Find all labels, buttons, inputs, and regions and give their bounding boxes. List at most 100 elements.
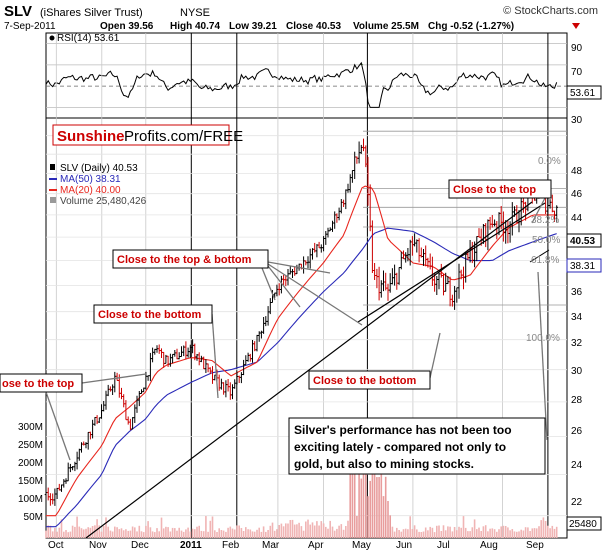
volume-bar xyxy=(207,531,209,538)
volume-bar xyxy=(538,526,540,538)
volume-bar xyxy=(347,520,349,538)
fib-618-label: 61.8% xyxy=(531,255,559,266)
volume-bar xyxy=(276,529,278,538)
volume-bar xyxy=(120,528,123,538)
volume-bar xyxy=(358,455,360,538)
volume-bar xyxy=(458,526,460,538)
volume-bar xyxy=(436,525,438,538)
volume-bar xyxy=(156,528,158,538)
x-label-dec: Dec xyxy=(131,540,149,551)
volume-bar xyxy=(418,531,420,538)
volume-bar xyxy=(427,530,429,538)
fib-382-label: 38.2% xyxy=(531,215,559,226)
annotation-pointer xyxy=(45,391,71,461)
exchange: NYSE xyxy=(180,7,210,19)
volume-bar xyxy=(513,531,516,538)
rsi-last-value: 53.61 xyxy=(570,88,595,99)
volume-bar xyxy=(47,525,49,538)
volume-bar xyxy=(300,526,303,538)
volume-bar xyxy=(293,524,296,538)
volume-bar xyxy=(131,526,134,538)
volume-bar xyxy=(169,531,172,538)
annotation-top-left-text: ose to the top xyxy=(2,378,74,390)
volume-bar xyxy=(151,531,154,538)
volume-bar xyxy=(416,529,418,538)
rsi-tick-90: 90 xyxy=(571,43,583,54)
volume-bar xyxy=(500,526,502,538)
volume-bar xyxy=(529,531,531,538)
volume-bar xyxy=(282,526,285,538)
volume-bar xyxy=(194,529,196,538)
volume-bar xyxy=(524,527,527,538)
volume-bar xyxy=(462,516,465,538)
volume-bar xyxy=(49,525,52,538)
volume-bar xyxy=(451,531,454,538)
volume-bar xyxy=(453,527,456,538)
volume-bar xyxy=(129,530,132,538)
volume-bar xyxy=(209,520,212,538)
volume-bar xyxy=(402,529,405,538)
volume-bar xyxy=(56,531,58,538)
volume-bar xyxy=(289,520,292,538)
volume-bar xyxy=(342,529,345,538)
volume-bar xyxy=(353,447,356,538)
price-tick-44: 44 xyxy=(571,213,583,224)
price-tick-22: 22 xyxy=(571,497,583,508)
price-last-box xyxy=(566,233,602,248)
rsi-last-box xyxy=(566,85,602,100)
volume-bar xyxy=(518,531,520,538)
volume-bar xyxy=(107,526,109,538)
volume-bar xyxy=(269,525,272,538)
volume-bar xyxy=(433,532,436,538)
volume-bar xyxy=(404,528,407,538)
volume-bar xyxy=(231,528,234,538)
volume-bar xyxy=(63,531,65,538)
legend-price: SLV (Daily) 40.53 xyxy=(60,163,138,174)
annotation-bottom-oct: Close to the bottom xyxy=(93,304,213,324)
volume-bar xyxy=(216,532,218,538)
volume-bar xyxy=(91,526,94,538)
volume-bar xyxy=(265,531,267,538)
volume-bar xyxy=(367,496,369,538)
ma20-line xyxy=(46,185,557,517)
annotation-pointer xyxy=(267,263,363,326)
volume-bar xyxy=(74,526,76,538)
volume-bar xyxy=(496,531,498,538)
volume-bar xyxy=(189,531,192,538)
annotation-bottom-jul-text: Close to the bottom xyxy=(313,375,416,387)
volume-bar xyxy=(431,527,434,538)
volume-bar xyxy=(387,501,389,538)
volume-bar xyxy=(296,524,298,538)
volume-bar xyxy=(473,519,476,538)
volume-bar xyxy=(509,530,511,538)
volume-bar xyxy=(229,526,232,538)
volume-bar xyxy=(271,522,274,538)
volume-bar xyxy=(420,532,423,538)
volume-bar xyxy=(298,522,300,538)
volume-bar xyxy=(449,526,451,538)
volume-bar xyxy=(398,530,400,538)
volume-bar xyxy=(507,527,509,538)
volume-bar xyxy=(180,530,183,538)
volume-bar xyxy=(260,531,263,538)
volume-bar xyxy=(522,530,525,538)
volume-bar xyxy=(67,532,69,538)
volume-bar xyxy=(476,529,478,538)
comment-line-2: exciting lately - compared not only to xyxy=(294,440,506,454)
volume-bar xyxy=(456,530,458,538)
volume-bar xyxy=(122,530,125,538)
volume-tick-250m: 250M xyxy=(18,440,43,451)
volume-bar xyxy=(247,529,249,538)
volume-tick-200m: 200M xyxy=(18,458,43,469)
channel-line xyxy=(529,249,550,263)
change-down-icon xyxy=(572,23,580,29)
x-label-2011: 2011 xyxy=(180,540,202,551)
x-label-jul: Jul xyxy=(437,540,450,551)
change-value: Chg -0.52 (-1.27%) xyxy=(428,21,514,32)
volume-bar xyxy=(440,531,443,538)
volume-bar xyxy=(469,531,471,538)
volume-bar xyxy=(158,531,160,538)
annotation-pointer xyxy=(81,373,147,384)
comment-box: Silver's performance has not been too ex… xyxy=(288,417,546,475)
volume-bar xyxy=(182,531,185,538)
